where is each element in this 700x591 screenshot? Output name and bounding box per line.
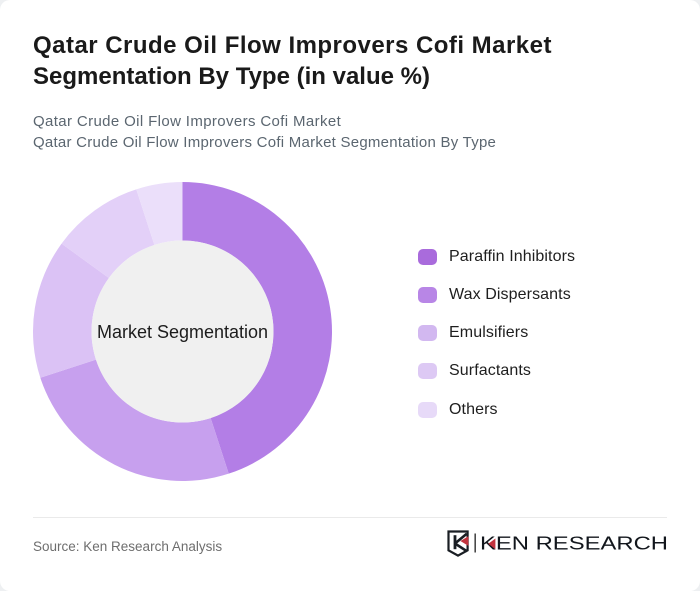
svg-text:Market Segmentation: Market Segmentation: [97, 322, 268, 342]
svg-text:KEN RESEARCH: KEN RESEARCH: [480, 533, 668, 554]
